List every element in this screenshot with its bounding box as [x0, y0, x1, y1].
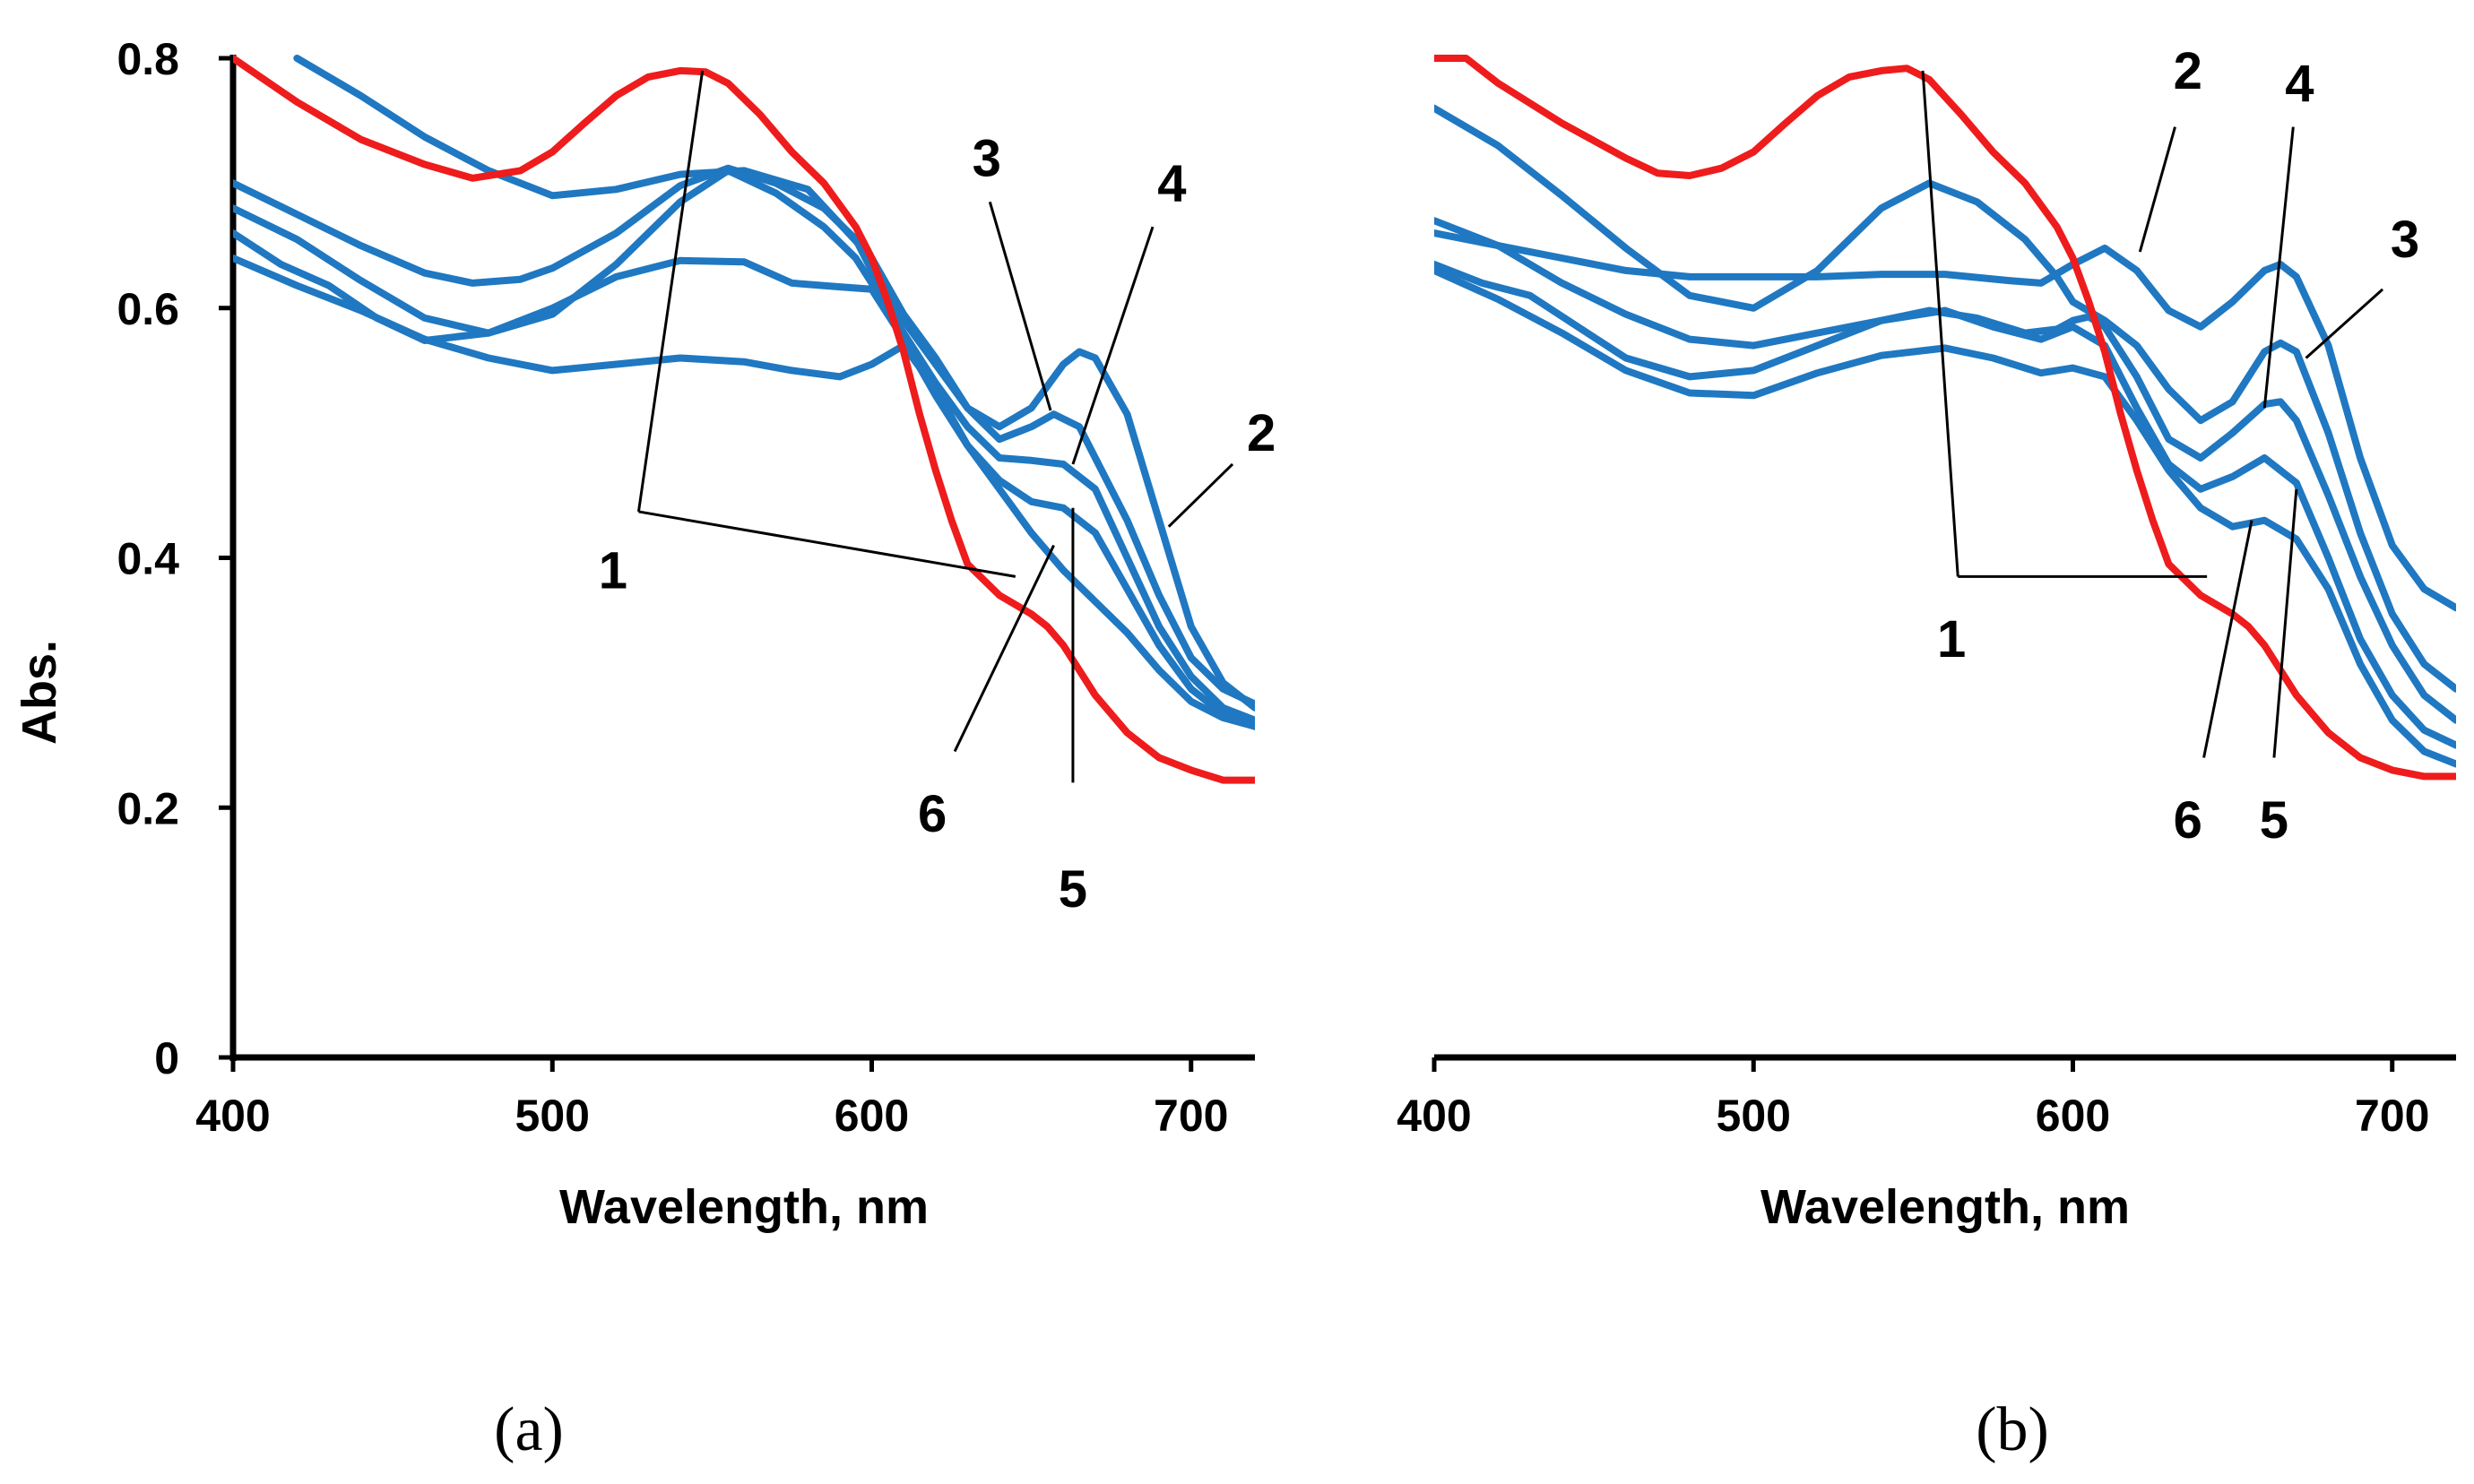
curve-label-2: 2: [1247, 404, 1276, 462]
series-line-2: [1434, 229, 2456, 612]
leader-line-1: [636, 70, 705, 513]
leader-line-6: [953, 544, 1055, 753]
leader-line-2: [1167, 462, 1234, 528]
x-tick-label: 400: [195, 1091, 270, 1141]
panel-b: 400 500 600 700 Wavelength, nm 1 2 3 4 56 (b): [1397, 42, 2456, 1464]
curve-label-5: 5: [1059, 860, 1087, 919]
leader-line-6: [2202, 520, 2253, 758]
curve-label-6: 6: [918, 785, 947, 843]
y-tick-label: 0.8: [117, 34, 179, 84]
series-line-6: [233, 255, 1255, 730]
curve-label-5: 5: [2260, 791, 2288, 850]
panel-label: (b): [1976, 1395, 2049, 1464]
x-tick-label: 600: [835, 1091, 909, 1141]
panel-a: 400 500 600 700 Wavelength, nm 0 0.2 0.4 0.6 0.8 A…: [13, 34, 1276, 1464]
curve-label-3: 3: [973, 130, 1001, 188]
curve-label-4: 4: [1157, 154, 1186, 212]
series-line-1: [1434, 55, 2456, 781]
series-line-5: [233, 229, 1255, 730]
x-axis-title: Wavelength, nm: [559, 1180, 929, 1234]
curve-label-2: 2: [2174, 42, 2202, 100]
x-tick-label: 700: [1154, 1091, 1228, 1141]
curve-label-3: 3: [2391, 211, 2419, 269]
curve-label-1: 1: [1937, 610, 1966, 669]
x-tick-label: 400: [1397, 1091, 1471, 1141]
y-tick-label: 0.2: [117, 783, 179, 833]
y-tick-label: 0: [154, 1033, 179, 1083]
y-tick-label: 0.4: [117, 534, 179, 584]
leader-line-4: [1071, 226, 1155, 465]
curve-label-4: 4: [2285, 55, 2314, 113]
x-axis-title: Wavelength, nm: [1760, 1180, 2130, 1234]
y-axis-title: Abs.: [13, 640, 66, 745]
series-line-4: [1434, 217, 2456, 724]
x-tick-label: 600: [2036, 1091, 2110, 1141]
leader-line-3: [2305, 288, 2384, 359]
leader-line-2: [2138, 126, 2176, 253]
series-line-3: [233, 164, 1255, 708]
plot-area: [233, 55, 1255, 784]
series-line-5: [1434, 261, 2456, 749]
leader-line-1: [638, 510, 1016, 578]
x-tick-label: 500: [1717, 1091, 1791, 1141]
curve-label-1: 1: [599, 541, 627, 600]
leader-line-1: [1921, 70, 1959, 577]
panel-label: (a): [494, 1395, 564, 1464]
curve-label-6: 6: [2174, 791, 2202, 850]
series-line-2: [293, 55, 1255, 712]
x-tick-label: 500: [515, 1091, 590, 1141]
y-tick-label: 0.6: [117, 284, 179, 334]
leader-line-4: [2262, 126, 2295, 409]
plot-area: [1434, 55, 2456, 781]
leader-line-3: [988, 201, 1052, 411]
series-line-6: [1434, 266, 2456, 768]
leader-line-5: [2272, 488, 2298, 758]
x-tick-label: 700: [2355, 1091, 2429, 1141]
series-line-1: [233, 55, 1255, 784]
